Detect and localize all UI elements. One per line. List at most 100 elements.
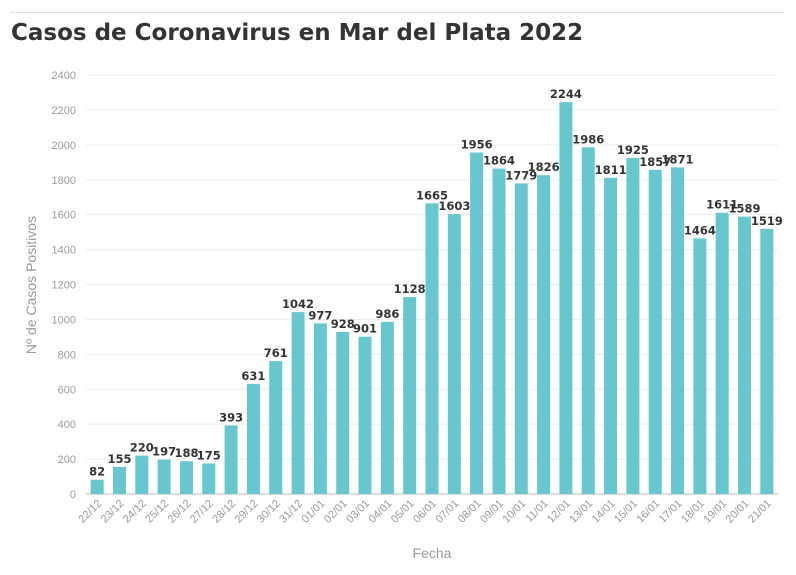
bar — [626, 157, 640, 495]
x-tick-label: 10/01 — [500, 498, 528, 526]
x-tick-label: 14/01 — [590, 498, 618, 526]
chart-title: Casos de Coronavirus en Mar del Plata 20… — [11, 20, 584, 46]
bar — [291, 312, 305, 494]
x-tick-label: 21/01 — [746, 498, 774, 526]
x-tick-label: 28/12 — [210, 498, 238, 526]
y-tick-label: 200 — [58, 454, 76, 466]
bar — [537, 175, 551, 495]
y-tick-label: 1800 — [52, 175, 76, 187]
x-tick-label: 24/12 — [121, 498, 149, 526]
x-tick-label: 27/12 — [188, 498, 216, 526]
y-tick-label: 400 — [58, 419, 76, 431]
bar-value-label: 631 — [241, 369, 265, 383]
bar — [760, 228, 774, 494]
bar-value-label: 175 — [197, 448, 221, 462]
x-tick-label: 18/01 — [679, 498, 707, 526]
bar-value-label: 188 — [174, 446, 198, 460]
x-axis-title: Fecha — [413, 545, 452, 561]
bar-value-label: 1665 — [416, 188, 448, 202]
y-tick-label: 1000 — [52, 314, 76, 326]
bar-value-label: 1128 — [394, 282, 426, 296]
x-tick-label: 31/12 — [277, 498, 305, 526]
bar — [202, 463, 216, 494]
x-tick-label: 19/01 — [701, 498, 729, 526]
bar-value-label: 1464 — [684, 223, 716, 237]
bar-value-label: 2244 — [550, 87, 582, 101]
y-axis-title: Nº de Casos Positivos — [23, 216, 39, 354]
y-tick-label: 600 — [58, 384, 76, 396]
bar — [157, 459, 171, 494]
bar-value-label: 1857 — [639, 155, 671, 169]
x-tick-label: 09/01 — [478, 498, 506, 526]
bar-value-label: 82 — [89, 465, 105, 479]
bar — [693, 238, 707, 494]
y-tick-label: 1200 — [52, 280, 76, 292]
bar — [224, 425, 238, 494]
x-tick-label: 08/01 — [456, 498, 484, 526]
y-tick-label: 800 — [58, 349, 76, 361]
x-tick-label: 22/12 — [76, 498, 104, 526]
bar-value-label: 1956 — [461, 138, 493, 152]
x-tick-label: 26/12 — [166, 498, 194, 526]
bar — [671, 167, 685, 494]
x-tick-label: 30/12 — [255, 498, 283, 526]
bar — [648, 169, 662, 494]
bar-value-label: 393 — [219, 410, 243, 424]
bar — [715, 212, 729, 494]
bar — [246, 383, 260, 494]
bar — [90, 479, 104, 494]
bar-value-label: 1811 — [595, 163, 627, 177]
y-tick-label: 2400 — [52, 70, 76, 82]
bar-value-label: 761 — [264, 346, 288, 360]
bar-value-label: 1871 — [662, 152, 694, 166]
x-tick-label: 16/01 — [634, 498, 662, 526]
bar-value-label: 155 — [107, 452, 131, 466]
x-tick-label: 12/01 — [545, 498, 573, 526]
y-tick-label: 1600 — [52, 210, 76, 222]
bar — [425, 203, 439, 494]
x-tick-label: 23/12 — [99, 498, 127, 526]
x-tick-label: 17/01 — [657, 498, 685, 526]
bar-value-label: 1826 — [528, 160, 560, 174]
gridlines — [86, 74, 778, 495]
bar — [447, 214, 461, 494]
bar — [581, 147, 595, 494]
y-tick-label: 2200 — [52, 105, 76, 117]
x-tick-label: 20/01 — [724, 498, 752, 526]
bar — [492, 168, 506, 494]
bar — [738, 216, 752, 494]
x-tick-label: 02/01 — [322, 498, 350, 526]
bar-value-label: 1519 — [751, 214, 783, 228]
x-tick-label: 04/01 — [367, 498, 395, 526]
bars — [90, 102, 774, 495]
bar — [380, 321, 394, 494]
y-tick-label: 2000 — [52, 140, 76, 152]
x-tick-label: 01/01 — [300, 498, 328, 526]
bar — [604, 177, 618, 494]
x-tick-label: 03/01 — [344, 498, 372, 526]
bar-value-label: 1779 — [505, 168, 537, 182]
bar-value-label: 1603 — [438, 199, 470, 213]
bar — [336, 331, 350, 494]
y-tick-label: 1400 — [52, 245, 76, 257]
bar-value-label: 197 — [152, 445, 176, 459]
x-tick-label: 11/01 — [523, 498, 550, 525]
x-tick-label: 06/01 — [411, 498, 439, 526]
y-tick-label: 0 — [70, 489, 76, 501]
bar-value-label: 977 — [308, 308, 332, 322]
bar — [269, 361, 283, 494]
bar-value-label: 901 — [353, 322, 377, 336]
bar — [403, 297, 417, 494]
bar — [313, 323, 327, 494]
bar — [559, 102, 573, 495]
bar — [358, 336, 372, 494]
x-tick-label: 15/01 — [612, 498, 640, 526]
bar-value-label: 1925 — [617, 143, 649, 157]
bar — [135, 455, 149, 494]
x-tick-label: 29/12 — [233, 498, 261, 526]
x-tick-label: 07/01 — [433, 498, 461, 526]
bar-value-label: 1611 — [706, 198, 738, 212]
bar — [470, 152, 484, 494]
